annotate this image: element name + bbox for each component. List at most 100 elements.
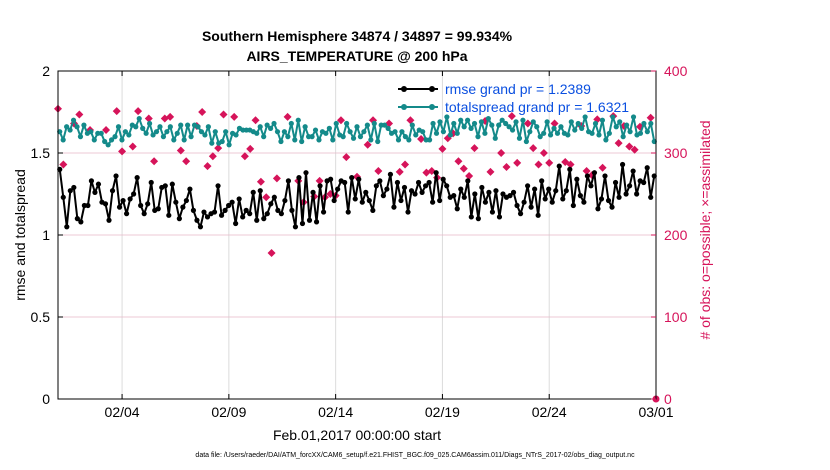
series-0-point-148 — [577, 193, 583, 199]
series-0-point-74 — [317, 183, 323, 189]
series-0-point-33 — [173, 199, 179, 205]
series-0-point-5 — [74, 216, 80, 222]
series-1-point-58 — [257, 124, 263, 130]
series-1-point-26 — [147, 120, 153, 127]
series-0-point-37 — [187, 186, 193, 192]
series-1-point-64 — [278, 138, 284, 145]
series-1-point-48 — [223, 129, 229, 135]
series-1-point-115 — [454, 130, 460, 136]
series-0-point-87 — [363, 189, 369, 195]
series-1-point-95 — [385, 125, 391, 131]
series-0-point-63 — [278, 211, 284, 217]
series-1-point-101 — [406, 137, 412, 143]
series-1-point-19 — [122, 129, 128, 135]
series-0-point-4 — [71, 184, 77, 191]
series-0-point-22 — [134, 175, 140, 181]
series-0-point-21 — [131, 191, 137, 197]
series-0-point-94 — [387, 171, 394, 177]
series-0-point-61 — [271, 194, 277, 200]
series-1-point-13 — [102, 138, 108, 145]
obs-assimilated-point-10 — [144, 114, 153, 123]
series-1-point-67 — [288, 120, 294, 127]
series-1-point-137 — [530, 119, 536, 125]
series-0-point-41 — [201, 209, 207, 215]
series-1-point-44 — [209, 140, 215, 146]
series-1-point-59 — [261, 134, 267, 140]
series-0-point-152 — [591, 170, 598, 176]
obs-assimilated-point-58 — [470, 144, 479, 153]
series-1-point-63 — [274, 129, 281, 135]
series-0-point-78 — [331, 197, 337, 204]
series-1-point-79 — [330, 137, 336, 143]
obs-assimilated-point-27 — [262, 193, 271, 202]
series-0-point-146 — [570, 202, 576, 209]
obs-assimilated-point-72 — [566, 160, 575, 169]
series-0-point-130 — [514, 202, 520, 209]
series-0-point-90 — [373, 183, 379, 189]
obs-assimilated-point-65 — [523, 119, 532, 128]
series-1-point-22 — [133, 124, 139, 130]
y-axis-label: rmse and totalspread — [12, 169, 28, 301]
series-1-point-120 — [471, 120, 478, 127]
series-0-point-18 — [120, 197, 126, 204]
series-0-point-64 — [282, 197, 288, 204]
series-1-point-138 — [534, 124, 540, 130]
series-0-point-72 — [310, 189, 316, 195]
series-0-point-17 — [116, 204, 123, 210]
series-0-point-112 — [451, 193, 457, 199]
series-0-point-102 — [415, 179, 422, 186]
series-0-point-143 — [560, 196, 566, 202]
series-0-point-91 — [377, 178, 383, 184]
y-tick-label-1: 0.5 — [31, 309, 51, 325]
obs-assimilated-point-39 — [342, 153, 351, 162]
series-0-point-52 — [240, 214, 246, 220]
series-1-point-14 — [105, 142, 111, 148]
series-0-point-69 — [299, 220, 306, 227]
series-1-point-110 — [437, 119, 443, 125]
series-0-point-106 — [430, 199, 436, 205]
series-1-point-134 — [520, 117, 526, 123]
series-0-point-126 — [500, 191, 506, 197]
series-0-point-135 — [532, 186, 538, 192]
y-tick-label-4: 2 — [42, 63, 50, 79]
series-0-point-26 — [148, 179, 154, 186]
series-1-point-35 — [178, 122, 184, 128]
obs-assimilated-point-3 — [75, 110, 84, 119]
series-1-point-90 — [368, 137, 374, 143]
series-1-point-38 — [188, 134, 194, 140]
series-1-point-129 — [503, 120, 509, 127]
series-0-point-28 — [155, 206, 161, 212]
series-1-point-109 — [433, 130, 440, 136]
series-1-point-148 — [568, 119, 574, 125]
series-0-point-133 — [525, 183, 531, 189]
series-0 — [57, 161, 657, 230]
series-0-point-8 — [85, 202, 91, 209]
legend-rmse-marker-2 — [429, 86, 435, 92]
series-0-point-159 — [616, 194, 622, 200]
series-0-point-157 — [609, 204, 615, 210]
series-1-point-86 — [354, 124, 360, 130]
series-1 — [57, 114, 657, 148]
series-1-point-114 — [451, 120, 457, 127]
series-1-point-149 — [572, 127, 578, 133]
legend-spread-marker-2 — [429, 104, 435, 110]
obs-assimilated-point-77 — [598, 163, 607, 172]
series-0-point-15 — [109, 188, 116, 194]
series-0-point-23 — [138, 202, 144, 209]
series-0-point-161 — [623, 191, 629, 197]
obs-assimilated-point-28 — [267, 249, 276, 258]
obs-assimilated-point-67 — [534, 160, 543, 169]
series-1-point-24 — [140, 125, 146, 131]
obs-assimilated-point-63 — [507, 112, 516, 121]
series-0-point-109 — [440, 176, 446, 182]
series-1-point-166 — [630, 114, 637, 120]
series-0-point-115 — [461, 194, 467, 200]
obs-assimilated-point-43 — [374, 167, 383, 176]
series-0-point-123 — [489, 209, 496, 215]
series-1-point-16 — [112, 134, 118, 140]
series-1-point-30 — [160, 134, 167, 140]
obs-assimilated-point-22 — [230, 112, 239, 121]
series-0-point-117 — [468, 214, 474, 220]
series-1-point-99 — [399, 129, 405, 135]
series-1-point-62 — [271, 120, 277, 127]
